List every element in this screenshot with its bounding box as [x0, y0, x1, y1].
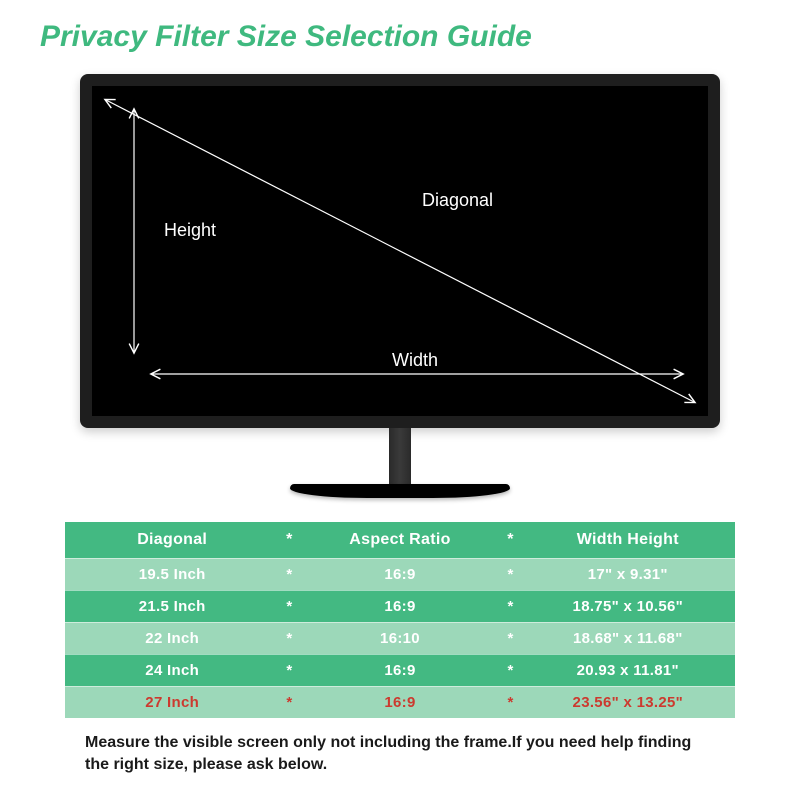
header-width-height: Width Height: [521, 522, 735, 558]
table-row: 27 Inch*16:9*23.56" x 13.25": [65, 686, 735, 718]
cell-ratio: 16:9: [299, 686, 500, 718]
cell-separator: *: [279, 558, 299, 590]
monitor-base: [290, 484, 510, 498]
cell-separator: *: [279, 686, 299, 718]
cell-width-height: 18.68" x 11.68": [521, 622, 735, 654]
size-table-body: 19.5 Inch*16:9*17" x 9.31"21.5 Inch*16:9…: [65, 558, 735, 718]
cell-separator: *: [279, 622, 299, 654]
cell-width-height: 18.75" x 10.56": [521, 590, 735, 622]
table-row: 21.5 Inch*16:9*18.75" x 10.56": [65, 590, 735, 622]
measurement-note: Measure the visible screen only not incl…: [65, 732, 735, 775]
cell-width-height: 20.93 x 11.81": [521, 654, 735, 686]
monitor-screen: Height Diagonal Width: [92, 86, 708, 416]
cell-diagonal: 27 Inch: [65, 686, 279, 718]
table-row: 19.5 Inch*16:9*17" x 9.31": [65, 558, 735, 590]
width-label: Width: [392, 350, 438, 370]
cell-diagonal: 21.5 Inch: [65, 590, 279, 622]
cell-separator: *: [279, 590, 299, 622]
height-label: Height: [164, 220, 216, 240]
cell-diagonal: 24 Inch: [65, 654, 279, 686]
cell-diagonal: 19.5 Inch: [65, 558, 279, 590]
cell-ratio: 16:9: [299, 590, 500, 622]
table-header-row: Diagonal * Aspect Ratio * Width Height: [65, 522, 735, 558]
diagonal-label: Diagonal: [422, 190, 493, 210]
table-row: 22 Inch*16:10*18.68" x 11.68": [65, 622, 735, 654]
cell-ratio: 16:10: [299, 622, 500, 654]
monitor-diagram: Height Diagonal Width: [30, 74, 770, 498]
header-diagonal: Diagonal: [65, 522, 279, 558]
header-separator: *: [279, 522, 299, 558]
cell-diagonal: 22 Inch: [65, 622, 279, 654]
cell-separator: *: [500, 686, 520, 718]
cell-separator: *: [500, 622, 520, 654]
page-title: Privacy Filter Size Selection Guide: [40, 20, 770, 54]
cell-separator: *: [500, 654, 520, 686]
cell-ratio: 16:9: [299, 654, 500, 686]
cell-separator: *: [500, 558, 520, 590]
cell-width-height: 23.56" x 13.25": [521, 686, 735, 718]
monitor-frame: Height Diagonal Width: [80, 74, 720, 428]
dimension-arrows-svg: Height Diagonal Width: [92, 86, 708, 416]
header-separator: *: [500, 522, 520, 558]
monitor-neck: [389, 428, 411, 484]
table-row: 24 Inch*16:9*20.93 x 11.81": [65, 654, 735, 686]
size-table: Diagonal * Aspect Ratio * Width Height 1…: [65, 522, 735, 718]
cell-separator: *: [279, 654, 299, 686]
cell-ratio: 16:9: [299, 558, 500, 590]
header-aspect-ratio: Aspect Ratio: [299, 522, 500, 558]
cell-separator: *: [500, 590, 520, 622]
cell-width-height: 17" x 9.31": [521, 558, 735, 590]
